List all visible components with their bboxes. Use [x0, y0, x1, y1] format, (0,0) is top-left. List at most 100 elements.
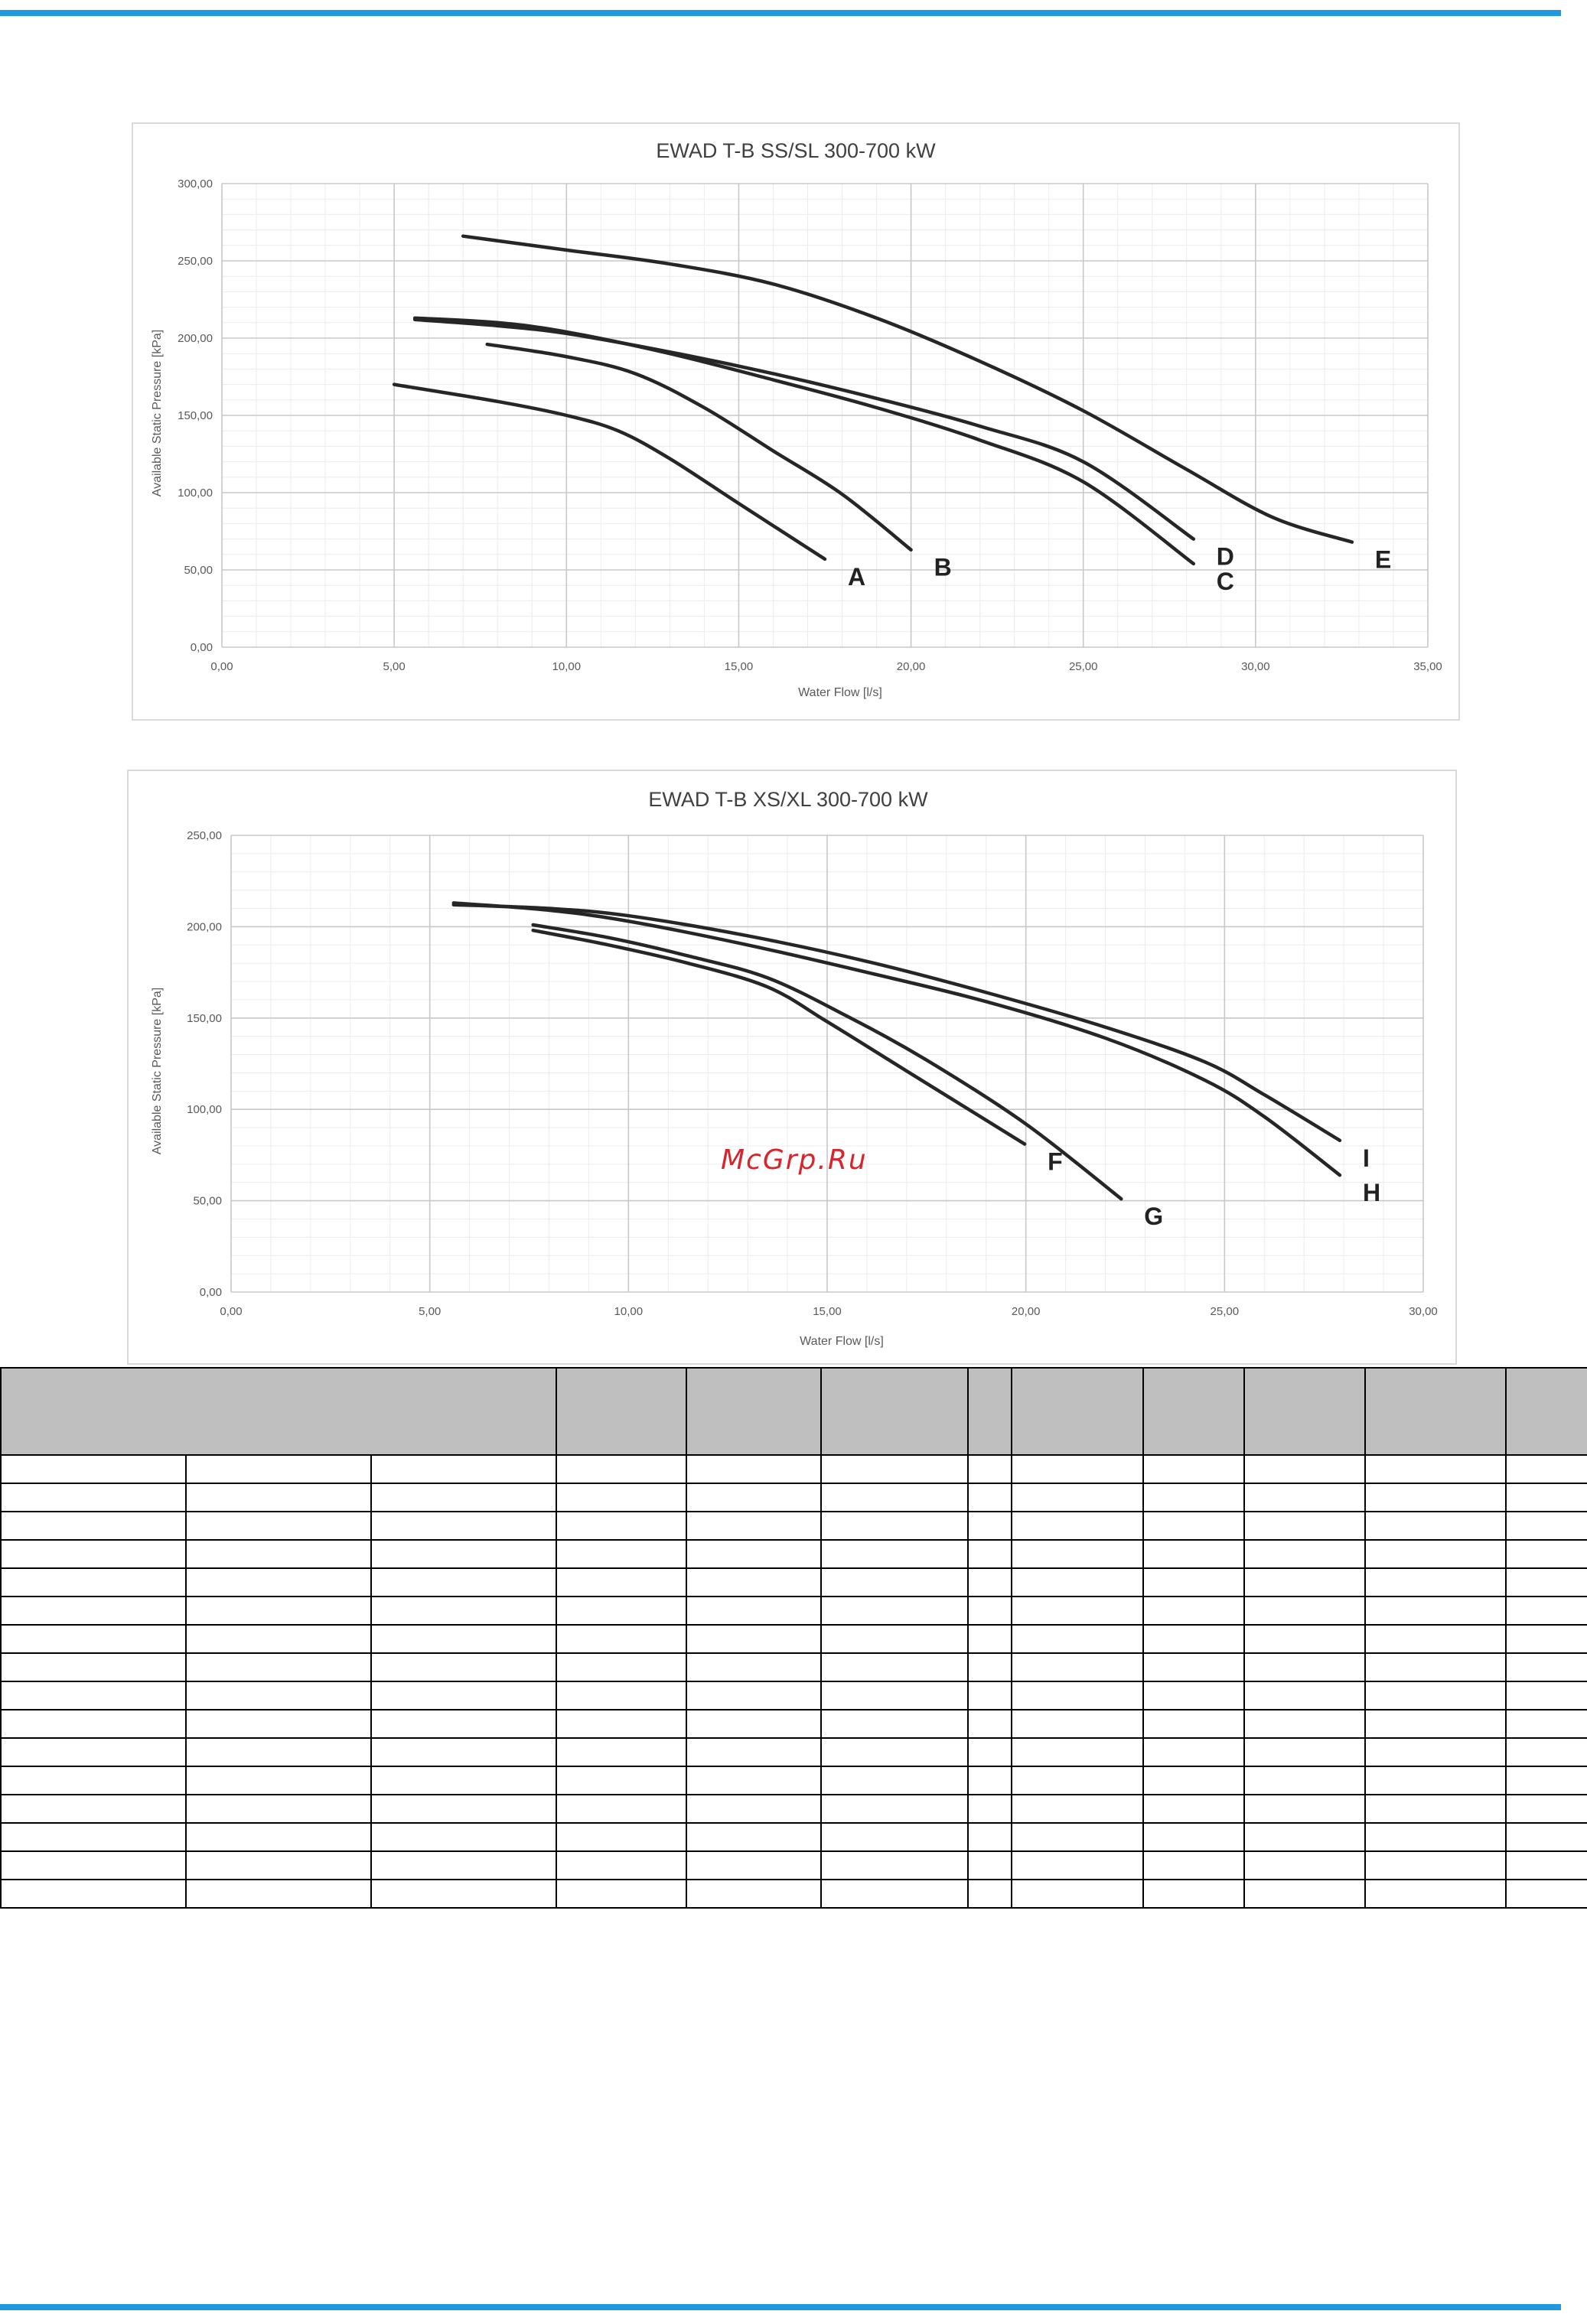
- table-cell: [185, 1879, 372, 1909]
- table-cell: [1364, 1454, 1507, 1484]
- table-cell: [0, 1454, 187, 1484]
- table-cell: [820, 1483, 969, 1512]
- table-cell: [1364, 1681, 1507, 1710]
- table-cell: [1142, 1652, 1246, 1682]
- series-line-i: [451, 903, 1342, 1143]
- table-cell: [1011, 1652, 1145, 1682]
- table-cell: [556, 1709, 688, 1739]
- major-grid: [221, 183, 1429, 648]
- table-cell: [1011, 1879, 1145, 1909]
- table-cell: [1364, 1624, 1507, 1654]
- x-tick-label: 20,00: [1012, 1305, 1041, 1318]
- series-label-b: B: [934, 554, 952, 581]
- table-cell: [967, 1483, 1013, 1512]
- series-label-f: F: [1048, 1148, 1063, 1176]
- table-cell: [686, 1766, 823, 1795]
- x-tick-label: 25,00: [1069, 660, 1098, 673]
- table-cell: [686, 1794, 823, 1824]
- table-header-cell: [686, 1367, 823, 1456]
- x-axis-title: Water Flow [l/s]: [800, 1335, 884, 1348]
- table-cell: [1011, 1454, 1145, 1484]
- x-tick-label: 5,00: [383, 660, 406, 673]
- table-cell: [820, 1681, 969, 1710]
- table-row: [0, 1454, 1587, 1484]
- table-cell: [967, 1539, 1013, 1569]
- tick-labels: 0,00 5,00 10,00 15,00 20,00 25,00 30,00 35,00 0,…: [178, 177, 1442, 673]
- table-cell: [0, 1737, 187, 1767]
- table-cell: [1364, 1652, 1507, 1682]
- table-cell: [1364, 1511, 1507, 1541]
- table-cell: [820, 1567, 969, 1597]
- table-cell: [820, 1596, 969, 1626]
- table-cell: [370, 1709, 558, 1739]
- table-row: [0, 1766, 1587, 1795]
- table-cell: [1142, 1454, 1246, 1484]
- table-cell: [1011, 1596, 1145, 1626]
- table-cell: [0, 1596, 187, 1626]
- table-cell: [1364, 1766, 1507, 1795]
- table-cell: [1011, 1709, 1145, 1739]
- series-group: F G HI: [451, 901, 1380, 1230]
- y-tick-label: 250,00: [178, 255, 213, 268]
- chart-title: EWAD T-B SS/SL 300-700 kW: [656, 139, 936, 162]
- series-label-i: I: [1363, 1144, 1370, 1172]
- table-cell: [0, 1567, 187, 1597]
- table-cell: [370, 1539, 558, 1569]
- table-cell: [1364, 1709, 1507, 1739]
- table-cell: [370, 1822, 558, 1852]
- table-cell: [0, 1681, 187, 1710]
- series-label-g: G: [1144, 1203, 1163, 1230]
- table-cell: [556, 1511, 688, 1541]
- series-line-e: [461, 234, 1354, 544]
- major-grid: [230, 835, 1424, 1293]
- table-cell: [686, 1567, 823, 1597]
- table-cell: [967, 1681, 1013, 1710]
- table-cell: [1505, 1624, 1587, 1654]
- table-cell: [1364, 1539, 1507, 1569]
- table-cell: [1505, 1567, 1587, 1597]
- table-header-cell: [820, 1367, 969, 1456]
- table-header-cell: [1505, 1367, 1587, 1456]
- table-header-cell: [967, 1367, 1013, 1456]
- series-line-g: [531, 923, 1123, 1201]
- table-cell: [1142, 1596, 1246, 1626]
- table-cell: [370, 1511, 558, 1541]
- table-cell: [1243, 1624, 1367, 1654]
- table-cell: [1364, 1879, 1507, 1909]
- series-label-d: D: [1217, 543, 1234, 571]
- table-row: [0, 1822, 1587, 1852]
- table-cell: [1011, 1794, 1145, 1824]
- table-cell: [1243, 1766, 1367, 1795]
- table-row: [0, 1539, 1587, 1569]
- x-tick-label: 30,00: [1409, 1305, 1438, 1318]
- table-cell: [967, 1709, 1013, 1739]
- table-cell: [967, 1794, 1013, 1824]
- series-line-a: [392, 382, 827, 561]
- y-tick-label: 50,00: [193, 1195, 222, 1208]
- table-cell: [1142, 1624, 1246, 1654]
- table-cell: [185, 1454, 372, 1484]
- table-cell: [967, 1822, 1013, 1852]
- table-cell: [1364, 1596, 1507, 1626]
- table-cell: [185, 1822, 372, 1852]
- data-table: [0, 1367, 1587, 1909]
- y-tick-label: 50,00: [184, 564, 213, 577]
- table-cell: [686, 1822, 823, 1852]
- table-cell: [0, 1879, 187, 1909]
- table-row: [0, 1483, 1587, 1512]
- y-tick-label: 0,00: [191, 641, 213, 654]
- x-tick-label: 25,00: [1211, 1305, 1240, 1318]
- series-line-b: [485, 342, 913, 552]
- y-tick-label: 150,00: [178, 409, 213, 422]
- table-cell: [686, 1624, 823, 1654]
- table-header-cell: [1243, 1367, 1367, 1456]
- table-header-cell: [1364, 1367, 1507, 1456]
- series-line-d: [412, 317, 1196, 541]
- table-cell: [1243, 1794, 1367, 1824]
- table-cell: [0, 1766, 187, 1795]
- table-row: [0, 1794, 1587, 1824]
- series-line-c: [412, 316, 1196, 566]
- table-cell: [967, 1652, 1013, 1682]
- table-cell: [556, 1454, 688, 1484]
- table-cell: [185, 1596, 372, 1626]
